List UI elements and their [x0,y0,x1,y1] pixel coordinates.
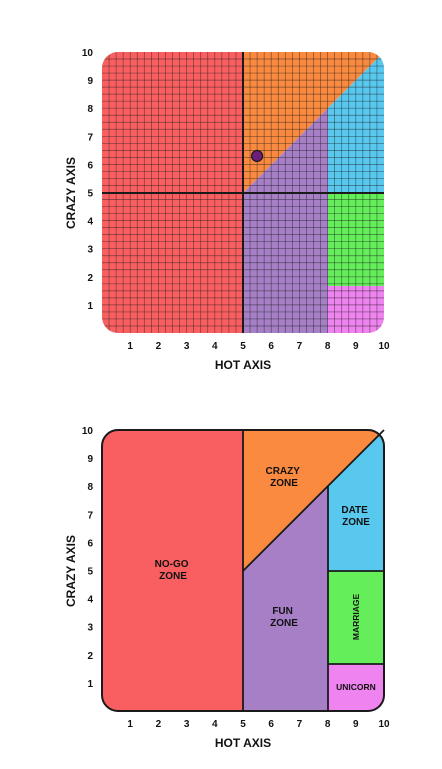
x-tick-label: 1 [127,719,133,730]
zone-borders [242,429,385,711]
x-axis-title: HOT AXIS [215,358,271,372]
x-tick-label: 3 [184,341,190,352]
x-tick-label: 3 [184,719,190,730]
marriage-zone-label: MARRIAGE [351,594,361,641]
unicorn-zone-label: UNICORN [336,682,376,692]
x-tick-label: 10 [378,341,390,352]
y-tick-label: 4 [87,217,93,228]
y-axis-title: CRAZY AXIS [64,157,78,229]
x-tick-label: 6 [268,341,274,352]
fun-zone-label: FUN ZONE [270,606,298,629]
bottom-chart: NO-GO ZONE CRAZY ZONE FUN ZONE DATE ZONE… [64,426,390,750]
no-go-zone-label: NO-GO ZONE [155,559,192,582]
x-tick-label: 1 [127,341,133,352]
date-zone-label: DATE ZONE [341,505,370,528]
y-axis-title: CRAZY AXIS [64,535,78,607]
y-tick-label: 5 [87,567,93,578]
y-tick-label: 3 [87,623,93,634]
x-tick-label: 5 [240,719,246,730]
y-tick-label: 10 [82,426,94,437]
x-tick-label: 7 [297,719,303,730]
crazy-zone-label: CRAZY ZONE [265,466,302,489]
rating-marker [251,149,264,163]
y-tick-label: 6 [87,538,93,549]
x-tick-label: 4 [212,341,218,352]
x-tick-label: 4 [212,719,218,730]
unicorn-zone [328,664,384,711]
x-axis-title: HOT AXIS [215,736,271,750]
x-tick-label: 8 [325,719,331,730]
y-tick-label: 2 [87,273,93,284]
date-zone [328,430,384,571]
x-tick-label: 10 [378,719,390,730]
x-tick-labels: 1 2 3 4 5 6 7 8 9 10 [127,719,390,730]
y-tick-label: 9 [87,454,93,465]
top-chart: 1 2 3 4 5 6 7 8 9 10 1 2 3 4 5 6 7 8 9 10 HOT AXIS CRAZY A… [64,48,390,372]
y-tick-label: 7 [87,510,93,521]
x-tick-label: 6 [268,719,274,730]
y-tick-label: 1 [87,679,93,690]
y-tick-label: 8 [87,104,93,115]
y-tick-label: 9 [87,76,93,87]
y-tick-label: 4 [87,595,93,606]
y-tick-labels: 1 2 3 4 5 6 7 8 9 10 [82,48,94,312]
x-tick-label: 7 [297,341,303,352]
no-go-zone [102,430,243,711]
y-tick-label: 8 [87,482,93,493]
x-tick-labels: 1 2 3 4 5 6 7 8 9 10 [127,341,390,352]
y-tick-label: 2 [87,651,93,662]
y-tick-label: 3 [87,245,93,256]
y-tick-label: 1 [87,301,93,312]
x-tick-label: 9 [353,341,359,352]
chart-outline [101,429,385,712]
marriage-zone [328,571,384,664]
x-tick-label: 2 [156,341,162,352]
x-tick-label: 5 [240,341,246,352]
x-tick-label: 9 [353,719,359,730]
y-tick-label: 6 [87,160,93,171]
y-tick-label: 5 [87,189,93,200]
y-tick-labels: 1 2 3 4 5 6 7 8 9 10 [82,426,94,690]
x-tick-label: 8 [325,341,331,352]
y-tick-label: 10 [82,48,94,59]
fun-zone [243,486,328,711]
y-tick-label: 7 [87,132,93,143]
x-tick-label: 2 [156,719,162,730]
